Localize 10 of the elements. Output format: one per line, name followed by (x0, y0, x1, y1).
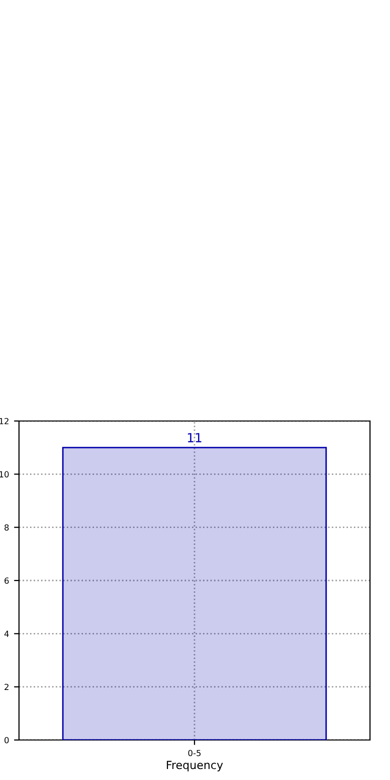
y-tick-label: 6 (4, 577, 9, 584)
y-tick-label: 0 (4, 736, 9, 744)
y-tick-label: 4 (4, 630, 9, 637)
y-tick-label: 8 (4, 524, 9, 531)
data-label: 11 (188, 433, 202, 442)
y-tick-label: 10 (0, 471, 9, 478)
x-tick-label: 0-5 (188, 750, 201, 756)
y-tick-label: 2 (4, 684, 8, 690)
y-tick-label: 12 (0, 418, 8, 424)
x-axis-title: Frequency (166, 760, 223, 772)
